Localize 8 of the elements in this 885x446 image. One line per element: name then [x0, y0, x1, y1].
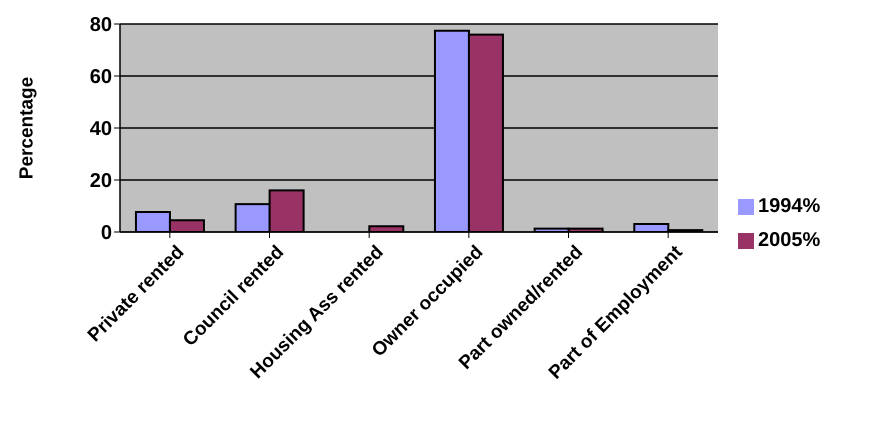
y-tick-label: 40 [90, 118, 112, 140]
legend-label: 2005% [758, 229, 820, 251]
y-tick-label: 0 [100, 222, 112, 244]
legend-label: 1994% [758, 195, 820, 217]
y-tick-label: 60 [90, 66, 112, 88]
y-axis-title: Percentage [16, 76, 38, 180]
y-tick-label: 80 [90, 14, 112, 36]
y-tick-label: 20 [90, 170, 112, 192]
